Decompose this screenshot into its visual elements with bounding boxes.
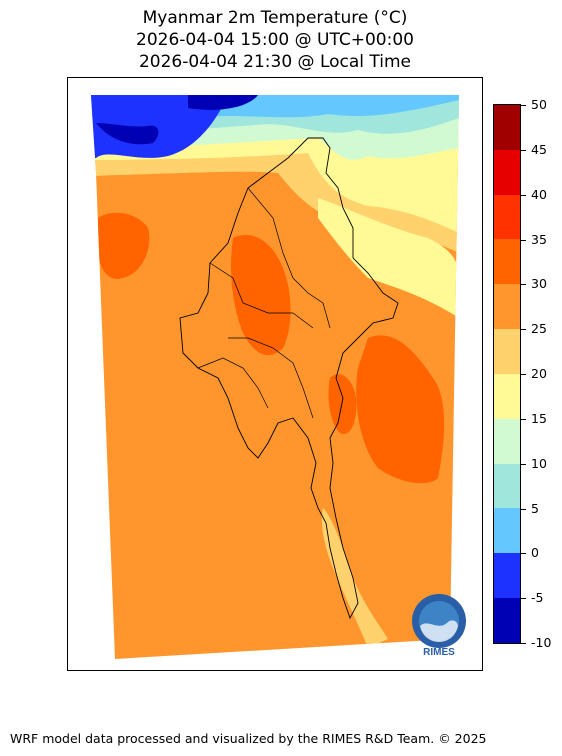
logo-text: RIMES	[423, 647, 455, 658]
map-subtitle-local: 2026-04-04 21:30 @ Local Time	[138, 52, 412, 72]
colorbar-tick-label: 5	[531, 500, 539, 516]
colorbar-segment	[494, 373, 520, 419]
colorbar-tick	[521, 508, 526, 510]
colorbar-tick-label: 50	[531, 97, 547, 112]
colorbar-segment	[494, 598, 520, 643]
hot-zone-west	[98, 212, 150, 279]
colorbar-tick-label: 10	[531, 455, 547, 471]
colorbar-segment	[494, 239, 520, 285]
rimes-logo: RIMES	[412, 594, 466, 658]
colorbar-tick	[521, 284, 526, 286]
colorbar-segment	[494, 105, 520, 150]
colorbar-tick	[521, 374, 526, 375]
colorbar-segment	[494, 194, 520, 240]
colorbar-segment	[494, 463, 520, 509]
country-border	[179, 137, 399, 620]
temperature-map	[91, 95, 459, 659]
colorbar-segment	[494, 508, 520, 554]
colorbar-tick	[521, 598, 526, 600]
colorbar-tick-label: 20	[531, 366, 547, 381]
colorbar-tick-label: 25	[531, 321, 547, 337]
colorbar-tick-label: 30	[531, 276, 547, 292]
colorbar-tick	[521, 418, 526, 420]
map-panel	[67, 77, 483, 671]
colorbar-tick	[521, 553, 526, 555]
colorbar-tick-label: 45	[531, 141, 547, 157]
footer-credit: WRF model data processed and visualized …	[10, 731, 487, 746]
colorbar-segment	[494, 149, 520, 195]
colorbar-segment	[494, 329, 520, 374]
colorbar-tick-label: 35	[531, 231, 547, 247]
colorbar-tick-label: 40	[531, 186, 547, 202]
colorbar-tick-label: 15	[531, 410, 547, 426]
temperature-colorbar	[493, 104, 521, 644]
colorbar-tick	[521, 149, 526, 151]
hot-zone-east	[356, 335, 445, 484]
colorbar-tick	[521, 463, 526, 465]
map-title: Myanmar 2m Temperature (°C)	[142, 8, 408, 28]
colorbar-segment	[494, 553, 520, 599]
colorbar-tick	[521, 643, 526, 644]
hot-zone-central	[231, 234, 291, 356]
map-subtitle-utc: 2026-04-04 15:00 @ UTC+00:00	[136, 30, 414, 50]
colorbar-segment	[494, 284, 520, 330]
colorbar-segment	[494, 418, 520, 464]
colorbar-tick	[521, 329, 526, 331]
colorbar-tick-label: -10	[531, 635, 552, 650]
colorbar-tick	[521, 239, 526, 241]
colorbar-tick-label: 0	[531, 545, 539, 561]
colorbar-tick	[521, 105, 526, 106]
colorbar-tick	[521, 194, 526, 196]
temp-field-neg10-neg5	[96, 123, 159, 145]
colorbar-tick-label: -5	[531, 590, 544, 606]
